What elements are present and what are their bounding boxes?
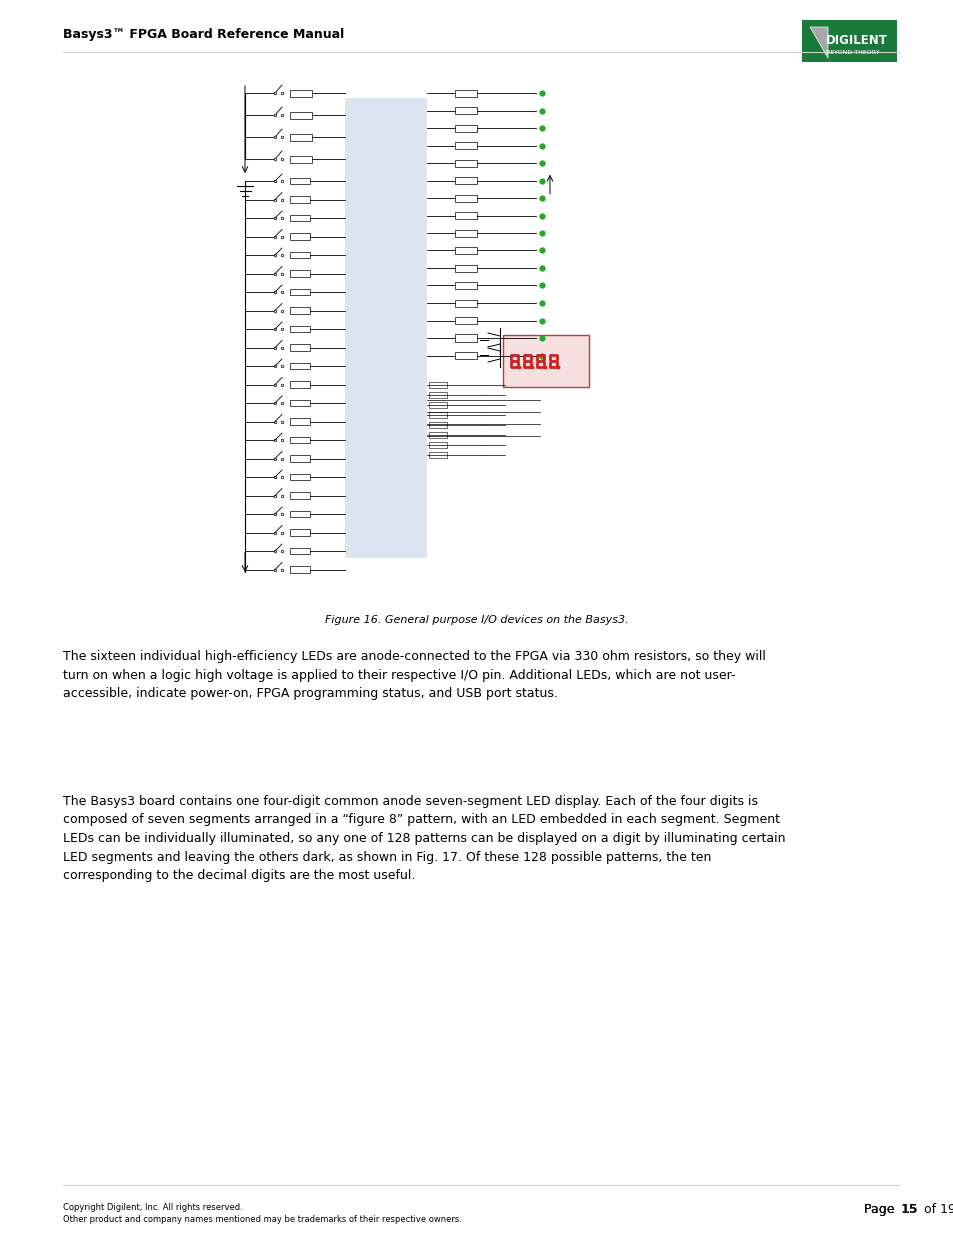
Text: DIGILENT: DIGILENT xyxy=(825,33,887,47)
Text: Copyright Digilent, Inc. All rights reserved.
Other product and company names me: Copyright Digilent, Inc. All rights rese… xyxy=(63,1203,461,1224)
Text: of 19: of 19 xyxy=(919,1203,953,1216)
FancyBboxPatch shape xyxy=(455,282,476,289)
FancyBboxPatch shape xyxy=(502,335,588,387)
FancyBboxPatch shape xyxy=(455,230,476,236)
FancyBboxPatch shape xyxy=(345,98,427,558)
Text: 15: 15 xyxy=(900,1203,918,1216)
FancyBboxPatch shape xyxy=(429,382,447,388)
FancyBboxPatch shape xyxy=(429,403,447,408)
Text: BEYOND THEORY: BEYOND THEORY xyxy=(825,51,879,56)
FancyBboxPatch shape xyxy=(455,107,476,114)
FancyBboxPatch shape xyxy=(455,352,476,359)
FancyBboxPatch shape xyxy=(290,493,310,499)
Polygon shape xyxy=(809,27,827,58)
FancyBboxPatch shape xyxy=(429,422,447,427)
FancyBboxPatch shape xyxy=(290,178,310,184)
FancyBboxPatch shape xyxy=(290,111,312,119)
Text: Page: Page xyxy=(863,1203,898,1216)
FancyBboxPatch shape xyxy=(455,142,476,149)
FancyBboxPatch shape xyxy=(290,233,310,240)
FancyBboxPatch shape xyxy=(455,247,476,254)
FancyBboxPatch shape xyxy=(290,89,312,96)
FancyBboxPatch shape xyxy=(290,252,310,258)
FancyBboxPatch shape xyxy=(290,456,310,462)
FancyBboxPatch shape xyxy=(290,530,310,536)
FancyBboxPatch shape xyxy=(455,159,476,167)
FancyBboxPatch shape xyxy=(455,264,476,272)
FancyBboxPatch shape xyxy=(290,215,310,221)
FancyBboxPatch shape xyxy=(290,156,312,163)
FancyBboxPatch shape xyxy=(290,474,310,480)
FancyBboxPatch shape xyxy=(290,511,310,517)
FancyBboxPatch shape xyxy=(290,566,310,573)
FancyBboxPatch shape xyxy=(801,20,896,62)
FancyBboxPatch shape xyxy=(455,125,476,131)
Text: Page: Page xyxy=(863,1203,898,1216)
FancyBboxPatch shape xyxy=(290,196,310,203)
FancyBboxPatch shape xyxy=(455,177,476,184)
FancyBboxPatch shape xyxy=(290,363,310,369)
FancyBboxPatch shape xyxy=(290,133,312,141)
Text: Basys3™ FPGA Board Reference Manual: Basys3™ FPGA Board Reference Manual xyxy=(63,28,344,41)
FancyBboxPatch shape xyxy=(455,300,476,306)
FancyBboxPatch shape xyxy=(290,289,310,295)
FancyBboxPatch shape xyxy=(429,442,447,448)
FancyBboxPatch shape xyxy=(455,194,476,201)
Text: The sixteen individual high-efficiency LEDs are anode-connected to the FPGA via : The sixteen individual high-efficiency L… xyxy=(63,650,765,700)
FancyBboxPatch shape xyxy=(290,345,310,351)
Text: Figure 16. General purpose I/O devices on the Basys3.: Figure 16. General purpose I/O devices o… xyxy=(325,615,628,625)
FancyBboxPatch shape xyxy=(290,547,310,555)
FancyBboxPatch shape xyxy=(290,308,310,314)
FancyBboxPatch shape xyxy=(290,326,310,332)
Text: The Basys3 board contains one four-digit common anode seven-segment LED display.: The Basys3 board contains one four-digit… xyxy=(63,795,784,882)
FancyBboxPatch shape xyxy=(429,432,447,437)
FancyBboxPatch shape xyxy=(290,270,310,277)
FancyBboxPatch shape xyxy=(290,419,310,425)
FancyBboxPatch shape xyxy=(429,452,447,458)
FancyBboxPatch shape xyxy=(429,391,447,398)
FancyBboxPatch shape xyxy=(429,412,447,417)
FancyBboxPatch shape xyxy=(455,89,476,96)
FancyBboxPatch shape xyxy=(290,437,310,443)
FancyBboxPatch shape xyxy=(455,212,476,219)
FancyBboxPatch shape xyxy=(290,382,310,388)
FancyBboxPatch shape xyxy=(455,335,476,342)
FancyBboxPatch shape xyxy=(455,317,476,324)
FancyBboxPatch shape xyxy=(290,400,310,406)
